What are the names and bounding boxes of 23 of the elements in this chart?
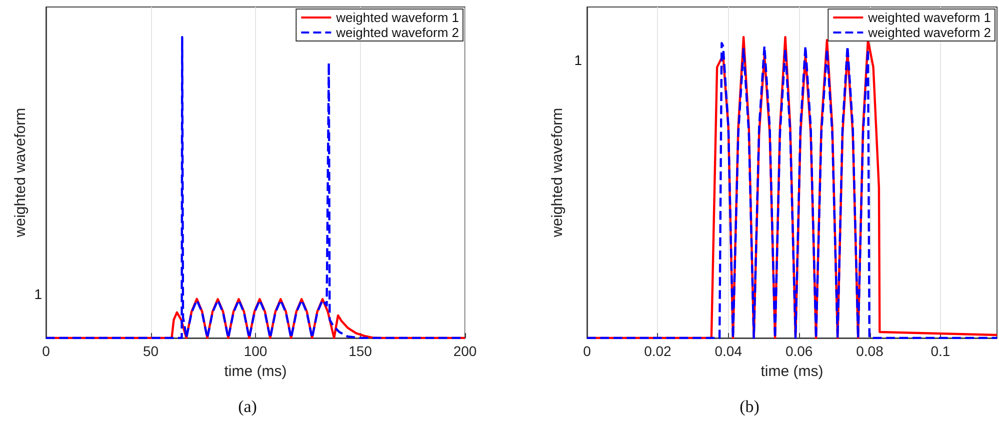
x-tick-label: 0 — [42, 343, 50, 359]
legend-label: weighted waveform 2 — [335, 25, 460, 40]
x-axis-title: time (ms) — [760, 363, 824, 380]
text: (a) — [238, 397, 257, 416]
legend-label: weighted waveform 1 — [335, 10, 460, 25]
text: 1 — [574, 52, 582, 68]
y-axis-title: weighted waveform — [12, 108, 29, 238]
x-tick-label: 0.06 — [785, 343, 813, 359]
x-tick-label: 150 — [348, 343, 372, 359]
x-tick-label: 200 — [453, 343, 477, 359]
x-tick-label: 100 — [244, 343, 268, 359]
x-tick-label: 0 — [583, 343, 592, 359]
x-tick-label: 0.08 — [856, 343, 884, 359]
x-tick-label: 0.02 — [644, 343, 672, 359]
legend-label: weighted waveform 2 — [867, 25, 992, 40]
x-tick-label: 50 — [142, 343, 159, 359]
x-axis-title: time (ms) — [224, 363, 287, 380]
y-axis-title: weighted waveform — [549, 108, 566, 238]
x-tick-label: 0.04 — [714, 343, 742, 359]
legend-label: weighted waveform 1 — [867, 10, 992, 25]
text: 1 — [34, 286, 42, 302]
x-tick-label: 0.1 — [930, 343, 950, 359]
text: (b) — [740, 397, 760, 416]
